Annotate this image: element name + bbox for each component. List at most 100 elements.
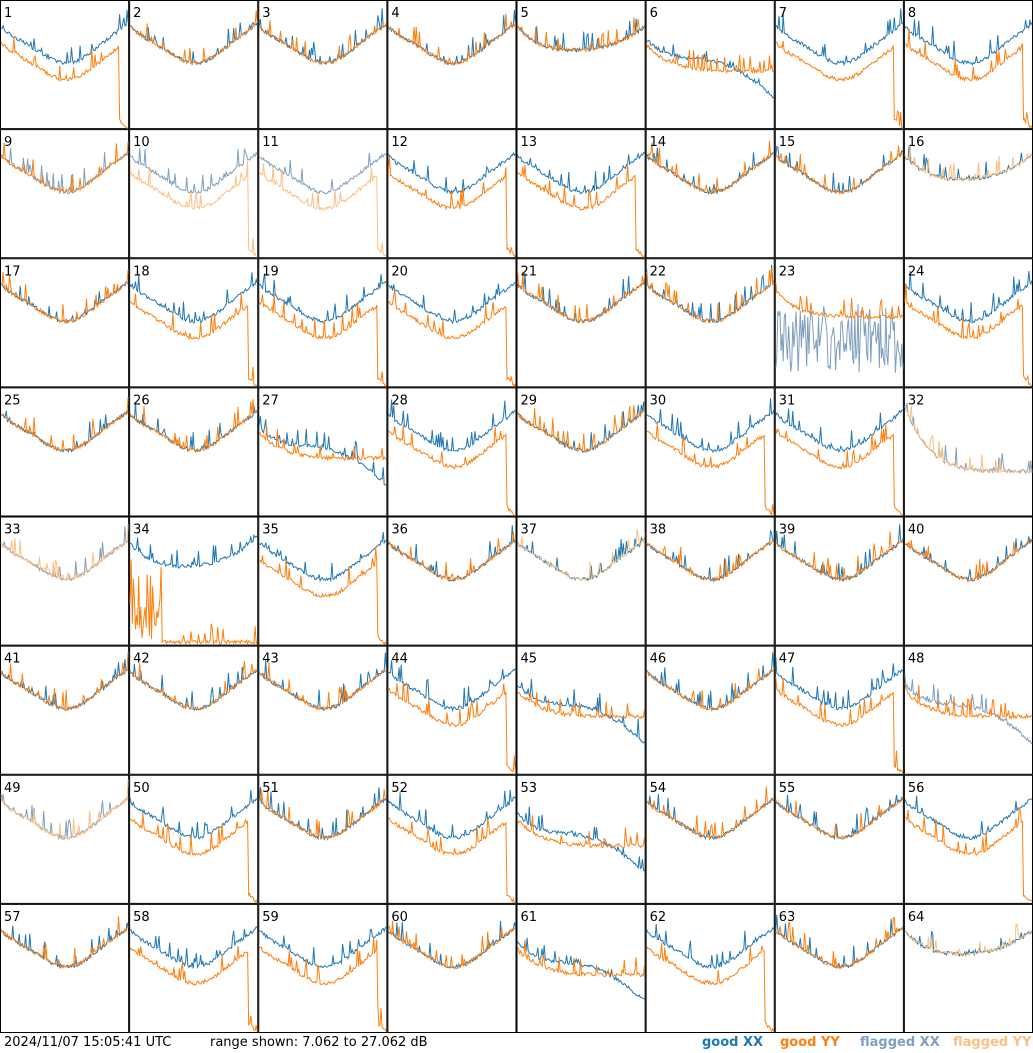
panel-15: 15 <box>774 129 904 259</box>
panel-border <box>0 387 130 517</box>
panel-label: 16 <box>908 135 925 150</box>
panel-9: 9 <box>0 129 130 259</box>
panel-57: 57 <box>0 903 130 1033</box>
series-xx-25 <box>0 409 129 453</box>
series-yy-20 <box>388 289 516 388</box>
series-xx-35 <box>259 531 387 583</box>
panel-50: 50 <box>129 774 259 904</box>
series-yy-6 <box>646 43 775 75</box>
panel-label: 41 <box>4 652 21 667</box>
series-xx-45 <box>517 678 645 744</box>
panel-49: 49 <box>0 774 130 904</box>
series-xx-47 <box>775 656 904 711</box>
panel-37: 37 <box>516 516 646 646</box>
series-yy-51 <box>259 788 387 840</box>
panel-border <box>387 645 517 775</box>
series-xx-37 <box>517 535 645 582</box>
panel-52: 52 <box>387 774 517 904</box>
series-yy-36 <box>388 532 516 582</box>
series-yy-40 <box>904 539 1033 582</box>
panel-border <box>903 0 1033 130</box>
panel-label: 54 <box>650 781 667 796</box>
panel-border <box>645 129 775 259</box>
panel-1: 1 <box>0 0 130 130</box>
series-yy-59 <box>259 937 387 1033</box>
series-yy-32 <box>904 405 1033 474</box>
panel-border <box>645 258 775 388</box>
panel-border <box>258 645 388 775</box>
panel-12: 12 <box>387 129 517 259</box>
series-yy-39 <box>775 531 904 582</box>
panel-border <box>258 774 388 904</box>
series-xx-30 <box>646 398 775 454</box>
panel-54: 54 <box>645 774 775 904</box>
panel-border <box>387 903 517 1033</box>
legend-good-yy: good YY <box>780 1035 840 1050</box>
series-xx-48 <box>904 673 1033 745</box>
panel-label: 10 <box>133 135 150 150</box>
series-xx-27 <box>258 415 387 486</box>
series-yy-37 <box>517 529 646 582</box>
series-yy-34 <box>129 559 258 646</box>
series-xx-2 <box>129 21 258 65</box>
panel-border <box>0 258 130 388</box>
panel-border <box>774 903 904 1033</box>
series-xx-23 <box>775 303 904 373</box>
panel-label: 53 <box>521 781 538 796</box>
panel-label: 37 <box>521 523 538 538</box>
series-yy-63 <box>775 917 904 969</box>
panel-label: 61 <box>521 910 538 925</box>
series-xx-10 <box>130 147 258 194</box>
panel-label: 17 <box>4 264 21 279</box>
panel-border <box>387 387 517 517</box>
panel-border <box>774 516 904 646</box>
panel-34: 34 <box>129 516 259 646</box>
panel-14: 14 <box>645 129 775 259</box>
panel-label: 35 <box>262 523 279 538</box>
panel-19: 19 <box>258 258 388 388</box>
panel-label: 29 <box>521 393 538 408</box>
series-yy-35 <box>259 546 387 645</box>
panel-38: 38 <box>645 516 775 646</box>
series-xx-39 <box>775 524 904 583</box>
panel-label: 9 <box>4 135 12 150</box>
series-yy-3 <box>259 20 387 65</box>
series-xx-43 <box>258 652 387 712</box>
panel-8: 8 <box>903 0 1033 130</box>
series-yy-25 <box>0 396 129 452</box>
series-yy-5 <box>517 17 645 53</box>
panel-label: 43 <box>262 652 279 667</box>
panel-label: 28 <box>391 393 408 408</box>
panel-55: 55 <box>774 774 904 904</box>
series-yy-48 <box>904 683 1033 720</box>
panel-label: 38 <box>650 523 667 538</box>
series-yy-47 <box>775 676 904 774</box>
panel-label: 31 <box>779 393 796 408</box>
series-xx-62 <box>646 924 775 970</box>
series-yy-17 <box>0 269 129 325</box>
panel-label: 46 <box>650 652 667 667</box>
panel-42: 42 <box>129 645 259 775</box>
series-yy-7 <box>775 40 903 129</box>
series-yy-15 <box>775 145 904 195</box>
panel-label: 63 <box>779 910 796 925</box>
panel-label: 50 <box>133 781 150 796</box>
panel-30: 30 <box>645 387 775 517</box>
series-xx-19 <box>259 273 387 324</box>
panel-border <box>387 516 517 646</box>
timestamp: 2024/11/07 15:05:41 UTC <box>4 1035 172 1050</box>
series-yy-45 <box>517 692 646 720</box>
panel-label: 13 <box>521 135 538 150</box>
panel-60: 60 <box>387 903 517 1033</box>
panel-border <box>645 903 775 1033</box>
panel-label: 56 <box>908 781 925 796</box>
panel-24: 24 <box>903 258 1033 388</box>
series-yy-14 <box>646 140 775 194</box>
panel-label: 47 <box>779 652 796 667</box>
panel-border <box>258 129 388 259</box>
series-xx-40 <box>904 536 1033 583</box>
panel-53: 53 <box>516 774 646 904</box>
panel-label: 21 <box>521 264 538 279</box>
series-xx-11 <box>259 153 387 195</box>
panel-label: 18 <box>133 264 150 279</box>
